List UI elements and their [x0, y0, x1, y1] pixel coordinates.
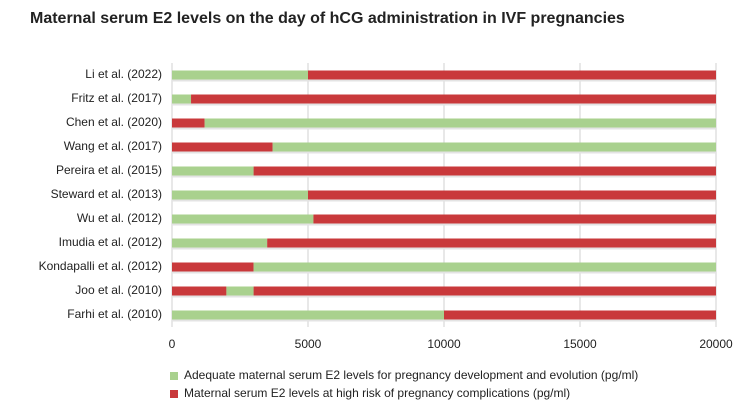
bar-segment [172, 94, 192, 104]
bar-segment [308, 190, 716, 200]
y-tick-label: Fritz et al. (2017) [71, 91, 162, 105]
bar-segment [172, 142, 273, 152]
x-tick-label: 0 [169, 337, 176, 351]
bar-segment [272, 142, 716, 152]
bar-segment [172, 286, 227, 296]
bar-segment [172, 190, 308, 200]
y-tick-label: Chen et al. (2020) [66, 115, 162, 129]
legend-label: Maternal serum E2 levels at high risk of… [184, 386, 570, 400]
y-tick-label: Li et al. (2022) [85, 67, 162, 81]
bar-segment [204, 118, 716, 128]
bar-segment [172, 262, 254, 272]
y-tick-label: Kondapalli et al. (2012) [39, 259, 162, 273]
y-tick-label: Steward et al. (2013) [51, 187, 162, 201]
bar-segment [172, 70, 308, 80]
y-tick-label: Imudia et al. (2012) [59, 235, 162, 249]
y-tick-label: Wang et al. (2017) [64, 139, 162, 153]
bar-segment [253, 166, 716, 176]
bar-segment [308, 70, 716, 80]
y-tick-label: Pereira et al. (2015) [56, 163, 162, 177]
x-tick-label: 15000 [563, 337, 597, 351]
bar-segment [267, 238, 716, 248]
y-tick-label: Joo et al. (2010) [75, 283, 162, 297]
legend-label: Adequate maternal serum E2 levels for pr… [184, 368, 638, 382]
y-tick-label: Wu et al. (2012) [77, 211, 162, 225]
x-tick-label: 20000 [699, 337, 733, 351]
bar-segment [444, 310, 716, 320]
bar-segment [313, 214, 716, 224]
y-tick-label: Farhi et al. (2010) [67, 307, 162, 321]
x-tick-label: 5000 [295, 337, 322, 351]
bar-segment [172, 118, 205, 128]
bar-segment [172, 310, 444, 320]
legend-swatch [170, 390, 178, 398]
bar-segment [253, 262, 716, 272]
bar-segment [191, 94, 717, 104]
bar-segment [172, 166, 254, 176]
x-tick-label: 10000 [427, 337, 461, 351]
bar-segment [253, 286, 716, 296]
chart-title: Maternal serum E2 levels on the day of h… [30, 10, 625, 27]
bar-segment [172, 238, 268, 248]
legend-swatch [170, 372, 178, 380]
bar-segment [226, 286, 254, 296]
bar-segment [172, 214, 314, 224]
